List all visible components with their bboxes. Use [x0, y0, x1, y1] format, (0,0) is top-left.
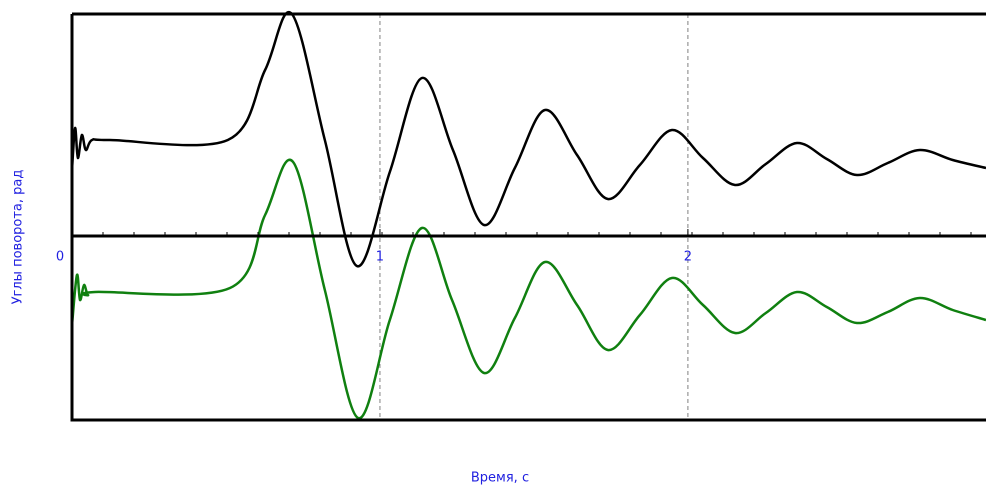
- frame: [70, 12, 986, 422]
- x-axis: 0 1 2: [56, 229, 986, 265]
- x-tick-label: 0: [56, 250, 64, 265]
- y-axis-label: Углы поворота, рад: [11, 170, 26, 305]
- grid: [379, 14, 689, 420]
- x-tick-label: 2: [684, 250, 692, 265]
- series-line: [70, 158, 986, 420]
- series-line: [70, 10, 986, 268]
- x-tick-label: 1: [376, 250, 384, 265]
- x-axis-label: Время, с: [471, 471, 529, 486]
- plot: [70, 10, 986, 420]
